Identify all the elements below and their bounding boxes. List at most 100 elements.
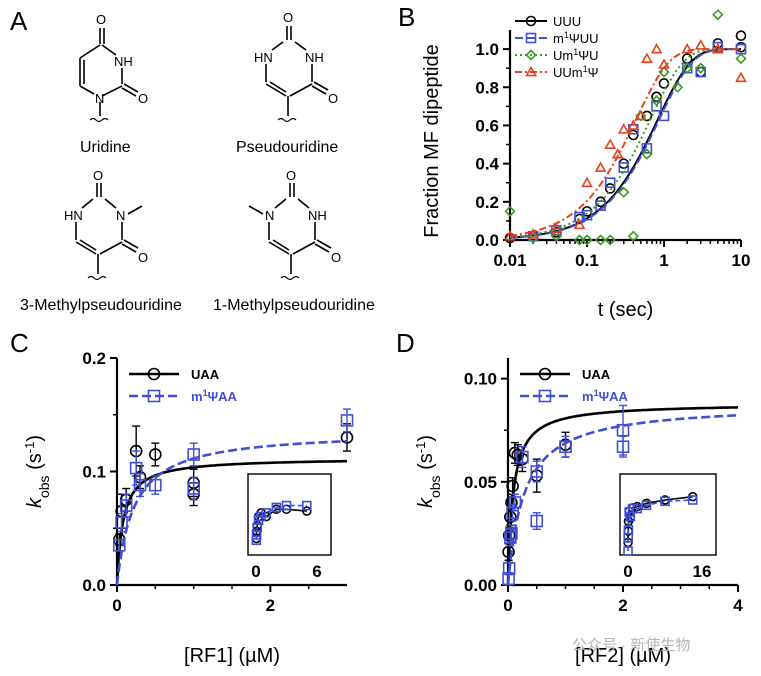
data-point: [604, 138, 617, 149]
data-point: [618, 186, 630, 198]
methyl1-atom-n: N: [265, 208, 274, 223]
uridine-label: Uridine: [80, 139, 131, 156]
y-axis-title-part: (s: [415, 453, 437, 475]
inset-data-point: [641, 500, 652, 511]
x-tick-label: 2: [618, 596, 627, 615]
y-axis-title-part: ): [415, 435, 437, 442]
legend-label: UAA: [582, 367, 611, 382]
data-point: [634, 109, 647, 121]
methyl3-pseudouridine-structure: [75, 183, 143, 281]
data-point: [604, 234, 616, 246]
pseudouridine-structure: [265, 26, 329, 123]
watermark-text: 公众号 · 新使生物: [572, 637, 690, 654]
y-tick-label: 0.8: [475, 78, 499, 97]
data-point: [508, 446, 522, 460]
legend-marker: [525, 65, 537, 77]
data-point: [628, 129, 639, 141]
data-point: [340, 414, 354, 427]
data-point: [573, 234, 586, 246]
y-axis-title-part: obs: [36, 475, 52, 498]
inset-data-point: [687, 495, 698, 505]
legend-marker: [525, 15, 537, 27]
data-point: [611, 147, 624, 159]
data-point: [635, 110, 647, 122]
data-point: [617, 123, 630, 134]
inset-x-tick-label: 0: [251, 562, 260, 581]
inset-data-point: [302, 500, 312, 511]
data-point: [530, 465, 544, 478]
fit-line: [509, 48, 741, 239]
methyl3-atom-hn: HN: [64, 208, 83, 223]
series-1: [502, 404, 739, 586]
inset-data-point: [281, 500, 292, 511]
data-point: [641, 148, 653, 160]
data-point: [712, 41, 724, 53]
methyl1-label: 1-Methylpseudouridine: [213, 297, 375, 314]
data-point: [573, 218, 586, 230]
data-point: [527, 230, 539, 242]
inset-data-point: [251, 535, 262, 546]
uridine-atom-nh: NH: [114, 54, 133, 69]
data-point: [133, 478, 147, 492]
data-point: [113, 538, 126, 552]
y-axis-title-part: k: [415, 497, 437, 508]
y-axis-title-part: ): [24, 435, 46, 442]
legend-label-part: UAA: [191, 367, 220, 382]
panel-label-d: D: [396, 328, 415, 358]
chart-b: 0.00.20.40.60.81.00.01 0.1 1 10UUUm1ΨUUUm1Ψ…: [421, 9, 751, 321]
data-point: [504, 230, 516, 241]
fit-line: [509, 48, 741, 237]
inset-x-tick-label: 16: [693, 562, 712, 581]
legend-label-part: ΨAA: [208, 389, 238, 404]
data-point: [735, 30, 747, 42]
data-point: [527, 228, 540, 239]
uridine-atom-o1: O: [96, 12, 106, 27]
x-tick-label: 0: [112, 596, 121, 615]
data-point: [671, 81, 684, 93]
panel-label-a: A: [10, 6, 28, 36]
inset-data-point: [302, 506, 312, 516]
legend-label: m1ΨUU: [553, 30, 599, 46]
methyl3-atom-n: N: [116, 208, 125, 223]
legend-label-part: ΨU: [578, 48, 598, 63]
methyl1-atom-o2: O: [331, 250, 341, 265]
data-point: [712, 9, 724, 21]
legend-label: Um1ΨU: [553, 47, 598, 63]
legend-chart-c: UAA m1ΨAA: [129, 367, 237, 404]
data-point: [618, 162, 630, 173]
data-point: [658, 110, 670, 122]
data-point: [681, 62, 693, 74]
series-1: [509, 41, 747, 242]
methyl1-atom-nh: NH: [308, 208, 327, 223]
inset-frame: [619, 473, 717, 556]
x-tick-label: 0: [503, 596, 512, 615]
data-point: [516, 450, 529, 464]
data-point: [508, 496, 522, 509]
methyl1-pseudouridine-structure: [248, 183, 332, 281]
data-point: [681, 53, 693, 64]
y-tick-label: 0.1: [82, 463, 106, 482]
data-point: [594, 234, 607, 246]
inset-series-1: [623, 495, 698, 556]
data-point: [735, 53, 747, 65]
data-point: [641, 143, 653, 154]
data-point: [681, 42, 694, 54]
data-point: [503, 531, 517, 544]
y-tick-label: 0.2: [82, 349, 106, 368]
data-point: [616, 440, 630, 454]
fit-line: [506, 414, 739, 586]
x-tick-label: 10: [732, 251, 751, 270]
data-point: [735, 71, 747, 83]
legend-label-part: 1: [564, 30, 569, 40]
legend-label-part: 1: [583, 64, 588, 74]
data-point: [658, 66, 670, 78]
legend-marker: [147, 389, 161, 403]
data-point: [627, 119, 640, 130]
x-tick-label: 1: [659, 251, 668, 270]
data-point: [550, 230, 562, 242]
pseudouridine-atom-hn: HN: [254, 50, 273, 65]
data-point: [651, 101, 662, 112]
inset-series-1: [251, 500, 312, 546]
legend-marker: [525, 32, 537, 44]
